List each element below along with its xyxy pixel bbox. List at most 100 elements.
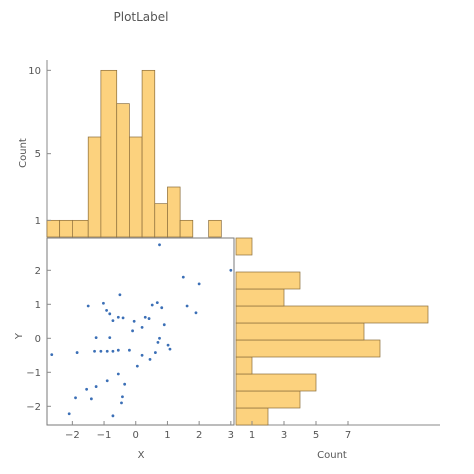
scatter-x-tick-label: −2 <box>65 430 80 441</box>
top-histogram-bar <box>179 219 194 238</box>
scatter-y-tick-label: −2 <box>26 402 41 413</box>
scatter-point <box>131 329 134 333</box>
top-histogram-bar <box>154 203 168 238</box>
scatter-point <box>229 268 233 272</box>
scatter-point <box>143 315 147 319</box>
right-histogram-xlabel: Count <box>317 450 347 461</box>
scatter-point <box>132 319 136 323</box>
scatter-y-tick-label: 0 <box>35 334 41 345</box>
scatter-point <box>166 343 170 347</box>
scatter-point <box>67 412 71 416</box>
scatter-point <box>50 353 54 357</box>
scatter-point <box>111 349 115 353</box>
scatter-point <box>135 364 139 368</box>
scatter-point <box>120 401 123 405</box>
right-histogram-x-tick-label: 5 <box>313 430 319 441</box>
scatter-point <box>158 243 161 247</box>
scatter-point <box>185 304 189 308</box>
right-histogram-bar <box>235 390 301 409</box>
scatter-point <box>105 379 109 383</box>
scatter-point <box>116 372 120 376</box>
scatter-point <box>194 311 198 315</box>
top-histogram-bar <box>59 219 73 238</box>
scatter-point <box>108 312 112 316</box>
scatter-point <box>121 395 124 399</box>
scatter-frame <box>46 237 235 426</box>
scatter-point <box>105 309 108 312</box>
scatter-point <box>108 336 112 340</box>
scatter-point <box>150 303 154 307</box>
scatter-point <box>162 323 166 327</box>
scatter-point <box>158 336 161 340</box>
top-histogram-bar <box>46 219 61 238</box>
right-histogram-bar <box>235 373 317 392</box>
scatter-point <box>74 396 77 400</box>
scatter-panel: −2 −1 0 1 2 3 −2 −1 0 1 2 <box>26 237 235 441</box>
scatter-point <box>140 353 144 357</box>
scatter-x-tick-label: 0 <box>133 430 139 441</box>
right-histogram-x-tick-label: 1 <box>249 430 255 441</box>
scatter-point <box>156 340 160 344</box>
scatter-point <box>86 304 90 308</box>
top-histogram-bar <box>87 136 102 238</box>
right-histogram-bar <box>235 288 285 307</box>
right-histogram-bar <box>235 305 429 324</box>
scatter-xlabel: X <box>138 450 145 461</box>
scatter-point <box>197 282 201 286</box>
top-histogram-bar <box>72 219 89 238</box>
scatter-ylabel: Y <box>14 332 25 340</box>
scatter-point <box>93 349 96 353</box>
scatter-y-tick-label: −1 <box>26 368 41 379</box>
right-histogram: 1 3 5 7 <box>235 237 440 441</box>
scatter-point <box>148 357 152 361</box>
top-histogram-y-tick-label: 5 <box>35 149 41 160</box>
chart-title: PlotLabel <box>114 10 169 24</box>
scatter-point <box>111 414 115 418</box>
scatter-point <box>116 315 120 319</box>
scatter-point <box>155 301 159 304</box>
scatter-point <box>123 382 127 386</box>
scatter-y-tick-label: 1 <box>35 300 41 311</box>
scatter-point <box>85 387 89 391</box>
scatter-point <box>153 351 157 354</box>
scatter-y-tick-label: 2 <box>35 266 41 277</box>
scatter-point <box>102 301 105 305</box>
right-histogram-bar <box>235 237 253 256</box>
right-histogram-x-tick-label: 7 <box>345 430 351 441</box>
right-histogram-bar <box>235 271 301 290</box>
top-histogram-bar <box>208 219 222 238</box>
scatter-point <box>99 349 103 353</box>
scatter-x-tick-label: 2 <box>196 430 202 441</box>
scatter-point <box>105 349 109 353</box>
right-histogram-bar <box>235 322 365 341</box>
scatter-point <box>89 397 93 401</box>
right-histogram-bar <box>235 356 253 375</box>
scatter-point <box>140 326 144 329</box>
scatter-point <box>111 319 115 323</box>
top-histogram-y-tick-label: 10 <box>28 66 41 77</box>
top-histogram-y-tick-label: 1 <box>35 216 41 227</box>
scatter-point <box>116 348 120 352</box>
top-histogram-bar <box>116 103 130 238</box>
top-histogram-bar <box>167 186 181 238</box>
right-histogram-x-tick-label: 3 <box>281 430 287 441</box>
scatter-point <box>75 351 79 354</box>
scatter-point <box>160 306 164 310</box>
top-histogram-bar <box>129 136 143 238</box>
scatter-point <box>128 348 131 352</box>
scatter-x-tick-label: 1 <box>164 430 170 441</box>
scatter-point <box>94 336 98 340</box>
top-histogram-bar <box>141 69 156 238</box>
right-histogram-bar <box>235 339 381 358</box>
scatter-point <box>147 317 151 320</box>
scatter-x-tick-label: 3 <box>228 430 234 441</box>
scatter-point <box>181 275 185 279</box>
top-histogram-bar <box>100 69 118 238</box>
scatter-point <box>121 316 125 320</box>
scatter-point <box>94 385 98 388</box>
scatter-x-tick-label: −1 <box>97 430 112 441</box>
scatter-point <box>118 293 122 297</box>
top-histogram-ylabel: Count <box>18 138 29 168</box>
